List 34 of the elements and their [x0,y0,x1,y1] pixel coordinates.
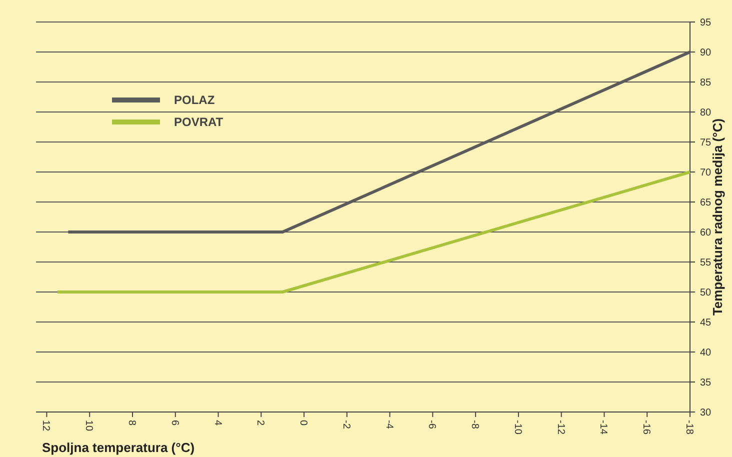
y-tick-label: 35 [700,378,712,388]
x-tick-label: -16 [640,420,652,435]
y-tick-label: 50 [700,288,712,298]
x-tick-label: 0 [298,420,309,426]
legend-label: POLAZ [174,93,215,108]
x-tick-label: -8 [469,420,480,430]
x-tick-label: -4 [383,420,394,430]
x-tick-label: 10 [83,420,94,432]
legend-label: POVRAT [174,115,224,130]
y-tick-label: 75 [700,138,712,148]
y-tick-label: 30 [700,408,712,418]
x-axis-title: Spoljna temperatura (°C) [42,440,195,455]
x-tick-label: 8 [126,420,137,426]
y-tick-label: 95 [700,18,712,28]
x-tick-label: -12 [554,420,566,435]
x-tick-label: 6 [168,420,180,426]
x-tick-label: -14 [598,420,609,435]
y-tick-label: 60 [700,228,712,238]
y-tick-label: 80 [700,108,712,118]
x-tick-label: -10 [512,420,523,435]
y-tick-label: 65 [700,198,712,208]
x-tick-label: -2 [340,420,352,430]
y-tick-label: 70 [700,168,712,178]
y-tick-label: 40 [700,348,712,358]
x-tick-label: -6 [426,420,438,430]
x-tick-label: 4 [212,420,223,426]
x-tick-label: 12 [40,420,52,432]
x-tick-label: -18 [684,420,694,435]
y-tick-label: 45 [700,318,712,328]
y-tick-label: 90 [700,48,712,58]
y-axis-title: Temperatura radnog medija (°C) [710,118,725,316]
y-tick-label: 85 [700,78,712,88]
x-tick-label: 2 [254,420,266,426]
y-tick-label: 55 [700,258,712,268]
